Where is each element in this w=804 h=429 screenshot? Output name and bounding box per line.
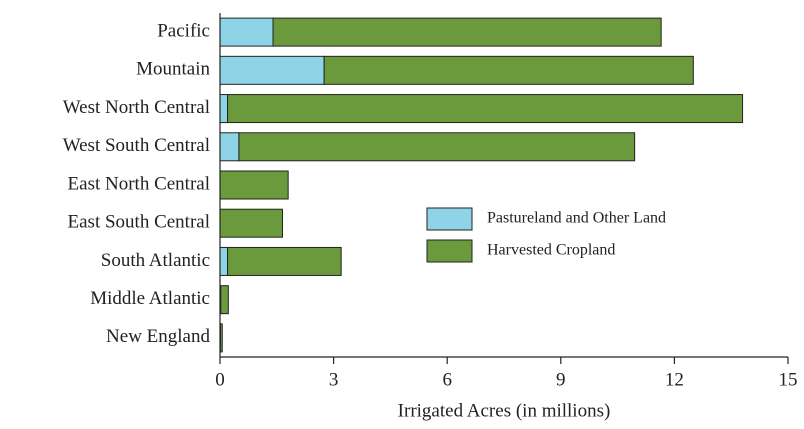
y-tick-label: East North Central bbox=[68, 173, 210, 194]
bar-segment bbox=[220, 285, 229, 315]
bar-segment bbox=[238, 132, 636, 162]
x-tick-label: 3 bbox=[329, 369, 339, 390]
bar-segment bbox=[219, 17, 274, 47]
bar-segment bbox=[227, 94, 744, 124]
bar-segment bbox=[219, 323, 223, 353]
legend-swatch bbox=[426, 207, 473, 231]
y-tick-label: Pacific bbox=[157, 20, 210, 41]
legend-label: Pastureland and Other Land bbox=[487, 210, 666, 227]
bar-segment bbox=[219, 55, 325, 85]
legend-swatch bbox=[426, 239, 473, 263]
x-tick-label: 6 bbox=[442, 369, 452, 390]
y-tick-label: West South Central bbox=[63, 135, 210, 156]
legend-label: Harvested Cropland bbox=[487, 242, 615, 259]
bar-segment bbox=[272, 17, 662, 47]
y-tick-label: South Atlantic bbox=[101, 250, 210, 271]
y-tick-label: West North Central bbox=[63, 97, 210, 118]
x-tick-label: 15 bbox=[779, 369, 798, 390]
y-tick-label: Mountain bbox=[136, 59, 210, 80]
y-tick-label: Middle Atlantic bbox=[90, 288, 210, 309]
y-tick-label: New England bbox=[106, 326, 210, 347]
bar-segment bbox=[219, 170, 289, 200]
bar-segment bbox=[219, 246, 229, 276]
bar-segment bbox=[219, 208, 283, 238]
y-tick-label: East South Central bbox=[68, 212, 210, 233]
x-tick-label: 9 bbox=[556, 369, 566, 390]
bar-segment bbox=[227, 246, 342, 276]
bar-segment bbox=[219, 94, 229, 124]
bar-segment bbox=[219, 132, 240, 162]
x-tick-label: 12 bbox=[665, 369, 684, 390]
bar-segment bbox=[323, 55, 694, 85]
x-axis-label: Irrigated Acres (in millions) bbox=[398, 400, 611, 421]
x-tick-label: 0 bbox=[215, 369, 225, 390]
